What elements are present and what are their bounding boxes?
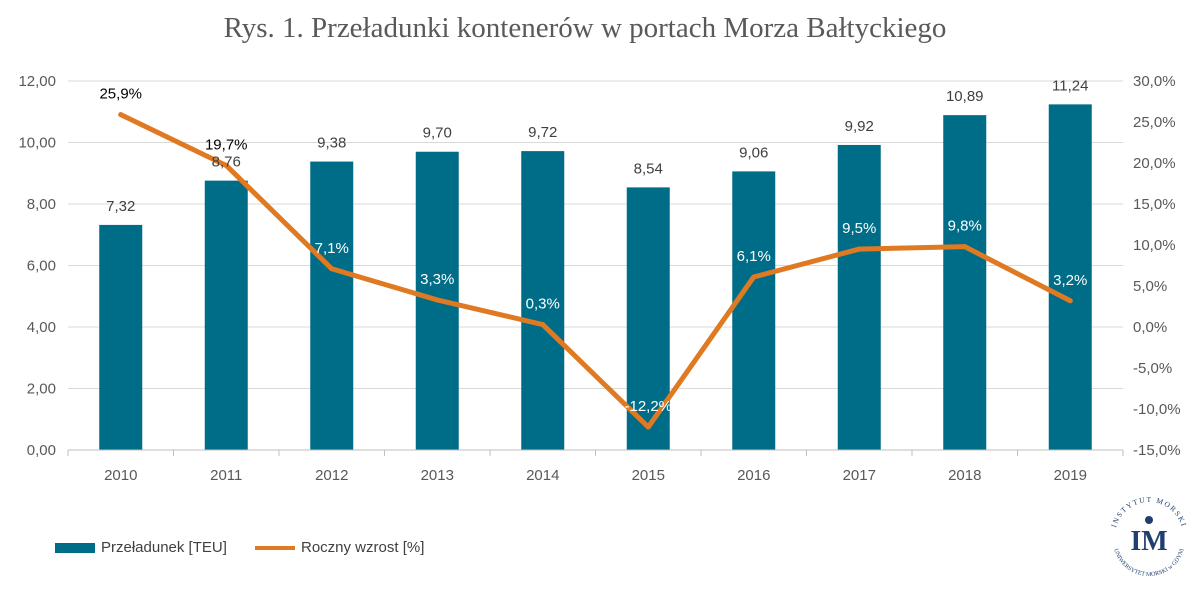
- line-data-label: 7,1%: [315, 240, 349, 257]
- bar-data-label: 8,54: [634, 160, 663, 177]
- line-data-label: 19,7%: [205, 136, 248, 153]
- bar-data-label: 9,92: [845, 118, 874, 135]
- line-point: [223, 162, 229, 168]
- bar: [837, 144, 881, 450]
- x-axis-tick-label: 2013: [421, 467, 454, 484]
- bar: [1048, 104, 1092, 451]
- bar-data-labels: 7,32 8,76 9,38 9,70 9,72 8,54 9,06 9,92 10,89 11,…: [106, 77, 1088, 215]
- x-axis-tick-label: 2018: [948, 467, 981, 484]
- bar-data-label: 8,76: [212, 154, 241, 171]
- legend-line-swatch: [255, 545, 295, 550]
- bar-data-label: 10,89: [946, 88, 984, 105]
- line-data-labels: 25,9% 19,7% 7,1% 3,3% 0,3% -12,2% 6,1% 9,5% 9,8%…: [99, 86, 1087, 415]
- institute-logo: INSTYTUT MORSKI UNIWERSYTET MORSKI w GDY…: [1109, 495, 1187, 578]
- bar-data-label: 9,72: [528, 124, 557, 141]
- x-axis-tick-label: 2014: [526, 467, 559, 484]
- x-axis-tick-label: 2011: [210, 467, 242, 484]
- x-axis-tick-label: 2016: [737, 467, 770, 484]
- left-y-axis: 0,00 2,00 4,00 6,00 8,00 10,00 12,00: [18, 73, 56, 459]
- logo-letters: IM: [1130, 526, 1167, 557]
- bar: [732, 171, 776, 450]
- line-series: [118, 112, 1073, 430]
- chart-title: Rys. 1. Przeładunki kontenerów w portach…: [223, 12, 947, 44]
- x-axis-tick-label: 2015: [632, 467, 665, 484]
- logo-emblem-icon: [1145, 516, 1153, 524]
- bar: [99, 224, 143, 450]
- bar-data-label: 7,32: [106, 198, 135, 215]
- line-data-label: 6,1%: [737, 248, 771, 265]
- line-point: [329, 266, 335, 272]
- line-data-label: 3,2%: [1053, 272, 1087, 289]
- right-axis-tick-label: 20,0%: [1133, 155, 1176, 172]
- line-point: [1067, 298, 1073, 304]
- right-axis-tick-label: -15,0%: [1133, 442, 1181, 459]
- line-point: [751, 274, 757, 280]
- right-axis-tick-label: 5,0%: [1133, 278, 1167, 295]
- left-axis-tick-label: 4,00: [27, 319, 56, 336]
- bar-data-label: 9,70: [423, 125, 452, 142]
- left-axis-tick-label: 0,00: [27, 442, 56, 459]
- x-axis-tick-label: 2010: [104, 467, 137, 484]
- bar: [521, 151, 565, 451]
- bar-series: [99, 104, 1092, 451]
- bar: [943, 115, 987, 450]
- line-point: [962, 244, 968, 250]
- x-axis: 2010 2011 2012 2013 2014 2015 2016 2017 2018 2019: [67, 449, 1124, 484]
- x-axis-tick-label: 2017: [843, 467, 876, 484]
- line-data-label: 9,5%: [842, 220, 876, 237]
- bar-data-label: 11,24: [1052, 77, 1088, 94]
- left-axis-tick-label: 2,00: [27, 381, 56, 398]
- line-point: [118, 112, 124, 118]
- x-axis-tick-label: 2012: [315, 467, 348, 484]
- bar-data-label: 9,06: [739, 144, 768, 161]
- right-axis-tick-label: 25,0%: [1133, 114, 1176, 131]
- legend-line-label: Roczny wzrost [%]: [301, 539, 425, 556]
- line-point: [856, 246, 862, 252]
- line-data-label: 9,8%: [948, 218, 982, 235]
- line-point: [645, 424, 651, 430]
- line-point: [540, 322, 546, 328]
- right-axis-tick-label: 30,0%: [1133, 73, 1176, 90]
- bar-data-label: 9,38: [317, 135, 346, 152]
- right-axis-tick-label: -10,0%: [1133, 401, 1181, 418]
- right-axis-tick-label: -5,0%: [1133, 360, 1172, 377]
- line-data-label: 3,3%: [420, 271, 454, 288]
- legend-bar-swatch: [55, 542, 95, 553]
- right-axis-tick-label: 0,0%: [1133, 319, 1167, 336]
- left-axis-tick-label: 8,00: [27, 196, 56, 213]
- line-data-label: -12,2%: [624, 398, 672, 415]
- legend-item-bars: Przeładunek [TEU]: [55, 539, 227, 556]
- right-axis-tick-label: 10,0%: [1133, 237, 1176, 254]
- bar: [204, 180, 248, 450]
- line-point: [434, 297, 440, 303]
- x-axis-tick-label: 2019: [1054, 467, 1087, 484]
- line-path: [118, 112, 1073, 430]
- left-axis-tick-label: 12,00: [18, 73, 56, 90]
- legend-bar-label: Przeładunek [TEU]: [101, 539, 227, 556]
- right-y-axis: -15,0% -10,0% -5,0% 0,0% 5,0% 10,0% 15,0% 20,0%…: [1133, 73, 1181, 459]
- left-axis-tick-label: 10,00: [18, 135, 56, 152]
- line-data-label: 0,3%: [526, 296, 560, 313]
- line-data-label: 25,9%: [99, 86, 142, 103]
- right-axis-tick-label: 15,0%: [1133, 196, 1176, 213]
- left-axis-tick-label: 6,00: [27, 258, 56, 275]
- legend-item-line: Roczny wzrost [%]: [255, 539, 424, 556]
- bar: [310, 161, 354, 450]
